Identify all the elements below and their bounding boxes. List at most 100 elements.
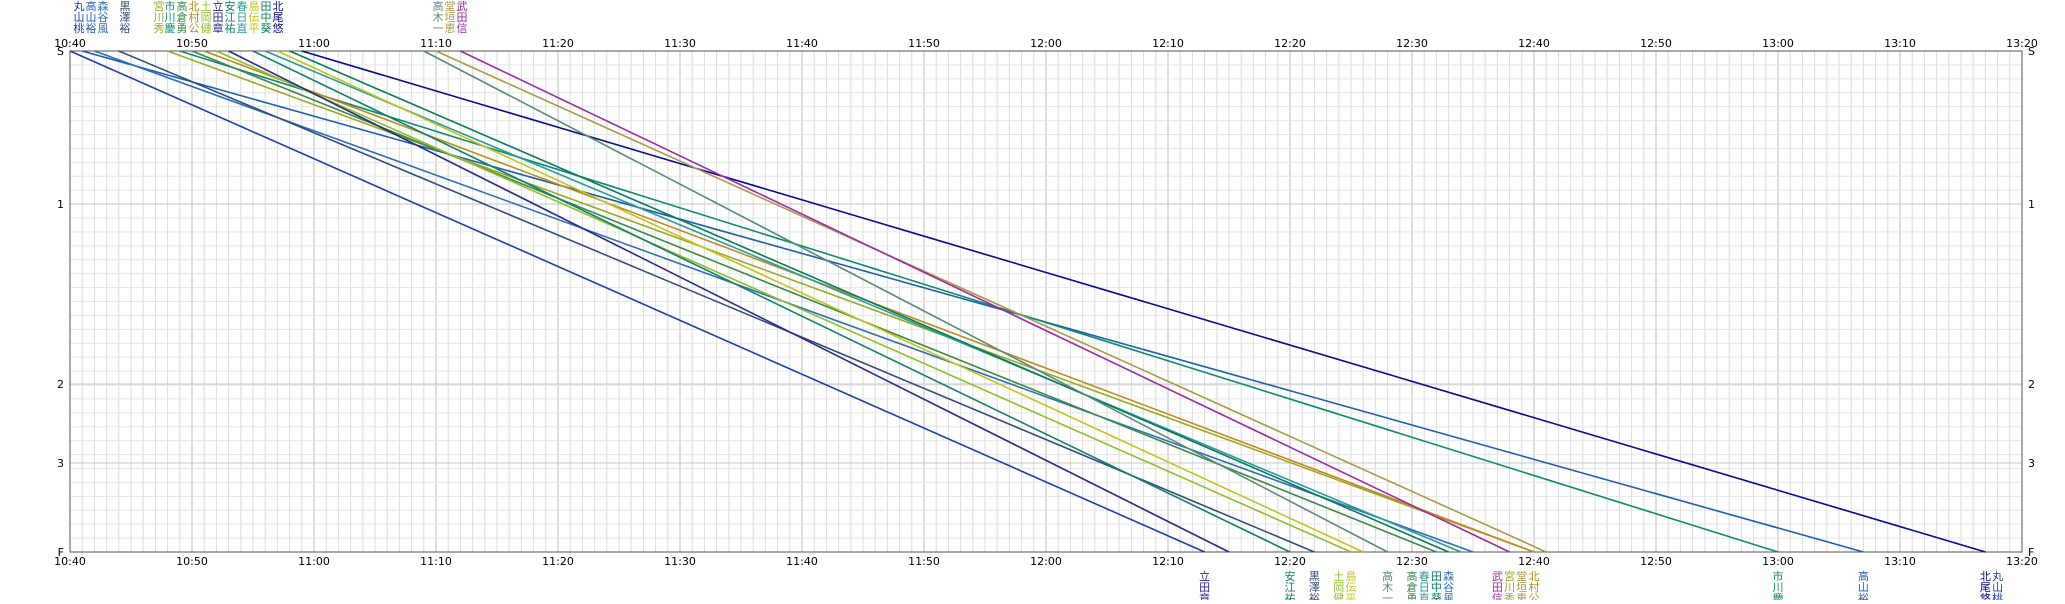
y-tick-label-right: F bbox=[2028, 546, 2034, 559]
x-tick-label-top: 13:00 bbox=[1762, 37, 1794, 50]
top-runner-label: 武田信 bbox=[457, 0, 468, 35]
top-runner-label: 丸山桃 bbox=[74, 0, 85, 35]
y-tick-label-right: S bbox=[2028, 45, 2035, 58]
bottom-runner-label: 武田信 bbox=[1492, 570, 1503, 600]
series-lines bbox=[69, 50, 1986, 553]
series-line bbox=[179, 50, 1779, 553]
y-tick-label-right: 3 bbox=[2028, 457, 2035, 470]
y-tick-label-left: F bbox=[58, 546, 64, 559]
series-line bbox=[81, 50, 1864, 553]
x-tick-label-bottom: 11:50 bbox=[908, 555, 940, 568]
x-tick-label-bottom: 11:30 bbox=[664, 555, 696, 568]
bottom-runner-label: 森谷風 bbox=[1443, 569, 1454, 600]
x-tick-label-top: 12:20 bbox=[1274, 37, 1306, 50]
series-line bbox=[118, 50, 1315, 553]
x-tick-label-top: 11:00 bbox=[298, 37, 330, 50]
series-line bbox=[264, 50, 1462, 553]
x-tick-label-top: 12:10 bbox=[1152, 37, 1184, 50]
top-runner-label: 島伝平 bbox=[249, 0, 260, 35]
x-tick-label-top: 13:20 bbox=[2006, 37, 2038, 50]
series-line bbox=[289, 50, 1449, 553]
top-runner-label: 土岡健 bbox=[201, 0, 212, 35]
x-tick-label-bottom: 12:20 bbox=[1274, 555, 1306, 568]
x-tick-label-bottom: 11:00 bbox=[298, 555, 330, 568]
top-runner-label: 立田章 bbox=[213, 0, 224, 35]
x-tick-label-top: 11:20 bbox=[542, 37, 574, 50]
bottom-runner-label: 堂垣恵 bbox=[1516, 570, 1527, 600]
series-line bbox=[69, 50, 1205, 553]
bottom-runner-label: 島伝平 bbox=[1346, 569, 1357, 600]
x-tick-label-top: 11:30 bbox=[664, 37, 696, 50]
top-runner-label: 田中葵 bbox=[261, 0, 272, 35]
top-runner-label: 高木一 bbox=[433, 0, 444, 35]
bottom-runner-label: 高木一 bbox=[1382, 569, 1393, 600]
x-tick-label-bottom: 12:30 bbox=[1396, 555, 1428, 568]
bottom-runner-label: 高山裕 bbox=[1858, 569, 1869, 600]
x-tick-label-bottom: 11:40 bbox=[786, 555, 818, 568]
x-tick-label-bottom: 12:50 bbox=[1640, 555, 1672, 568]
y-tick-label-left: 3 bbox=[57, 457, 64, 470]
bottom-runner-label: 立田章 bbox=[1199, 569, 1210, 600]
bottom-runner-label: 高倉勇 bbox=[1407, 569, 1418, 600]
x-tick-label-top: 13:10 bbox=[1884, 37, 1916, 50]
bottom-runner-label: 黒澤裕 bbox=[1309, 570, 1320, 600]
x-tick-label-bottom: 12:00 bbox=[1030, 555, 1062, 568]
x-tick-label-bottom: 13:20 bbox=[2006, 555, 2038, 568]
bottom-runner-label: 市川慶 bbox=[1773, 569, 1784, 600]
x-tick-label-top: 11:50 bbox=[908, 37, 940, 50]
top-runner-label: 市川慶 bbox=[165, 0, 176, 35]
bottom-runner-label: 土岡健 bbox=[1333, 570, 1344, 600]
series-line bbox=[277, 50, 1364, 553]
x-tick-label-bottom: 10:50 bbox=[176, 555, 208, 568]
bottom-runner-label: 北村公 bbox=[1529, 570, 1540, 600]
x-tick-label-top: 12:50 bbox=[1640, 37, 1672, 50]
series-line bbox=[423, 50, 1388, 553]
plot-frame bbox=[69, 50, 2023, 553]
x-tick-label-top: 11:10 bbox=[420, 37, 452, 50]
x-tick-label-top: 12:40 bbox=[1518, 37, 1550, 50]
grid bbox=[69, 50, 2023, 553]
runner-labels: 丸山桃高山裕森谷風黒澤裕宮川秀市川慶高倉勇北村公土岡健立田章安江祐春日直島伝平田… bbox=[74, 0, 2004, 604]
series-line bbox=[460, 50, 1510, 553]
bottom-runner-label: 宮川秀 bbox=[1504, 569, 1515, 600]
series-line bbox=[191, 50, 1437, 553]
y-tick-label-left: 1 bbox=[57, 198, 64, 211]
series-line bbox=[216, 50, 1352, 553]
y-tick-label-right: 1 bbox=[2028, 198, 2035, 211]
x-tick-label-top: 10:50 bbox=[176, 37, 208, 50]
x-tick-label-bottom: 11:10 bbox=[420, 555, 452, 568]
top-runner-label: 宮川秀 bbox=[154, 0, 165, 35]
x-tick-label-top: 10:40 bbox=[54, 37, 86, 50]
series-line bbox=[301, 50, 1986, 553]
top-runner-label: 北尾悠 bbox=[273, 0, 284, 35]
top-runner-label: 春日直 bbox=[237, 0, 248, 35]
top-runner-label: 安江祐 bbox=[225, 0, 236, 35]
bottom-runner-label: 春日直 bbox=[1419, 570, 1430, 600]
x-tick-label-bottom: 12:40 bbox=[1518, 555, 1550, 568]
top-runner-label: 高山裕 bbox=[86, 0, 97, 35]
bottom-runner-label: 北尾悠 bbox=[1980, 570, 1991, 600]
x-tick-label-top: 12:00 bbox=[1030, 37, 1062, 50]
x-tick-label-bottom: 11:20 bbox=[542, 555, 574, 568]
y-tick-label-left: S bbox=[57, 45, 64, 58]
bottom-runner-label: 安江祐 bbox=[1285, 569, 1296, 600]
series-line bbox=[228, 50, 1230, 553]
bottom-runner-label: 田中葵 bbox=[1431, 570, 1442, 600]
top-runner-label: 高倉勇 bbox=[177, 0, 188, 35]
top-runner-label: 森谷風 bbox=[98, 0, 109, 35]
x-tick-label-top: 12:30 bbox=[1396, 37, 1428, 50]
x-tick-label-bottom: 12:10 bbox=[1152, 555, 1184, 568]
series-line bbox=[252, 50, 1291, 553]
y-tick-label-left: 2 bbox=[57, 378, 64, 391]
x-tick-label-bottom: 10:40 bbox=[54, 555, 86, 568]
y-tick-label-right: 2 bbox=[2028, 378, 2035, 391]
x-tick-label-bottom: 13:10 bbox=[1884, 555, 1916, 568]
top-runner-label: 北村公 bbox=[189, 0, 200, 35]
series-line bbox=[435, 50, 1547, 553]
top-runner-label: 黒澤裕 bbox=[120, 0, 131, 35]
bottom-runner-label: 丸山桃 bbox=[1992, 570, 2003, 600]
axes: 10:40 10:40 10:50 10:50 11:00 11:00 11:10 11:10… bbox=[54, 37, 2038, 568]
x-tick-label-top: 11:40 bbox=[786, 37, 818, 50]
